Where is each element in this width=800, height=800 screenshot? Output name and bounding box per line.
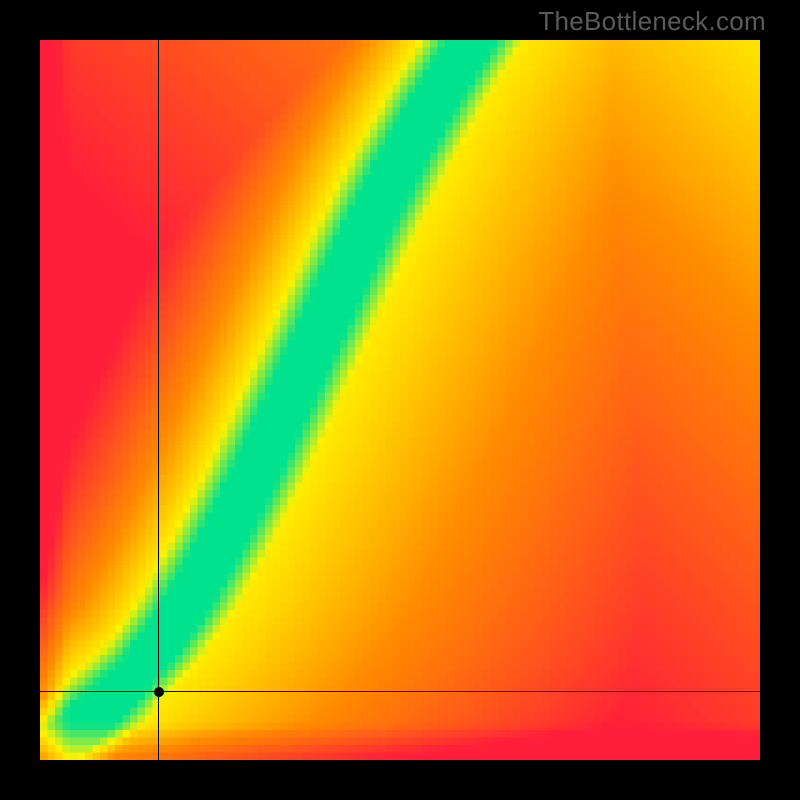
bottleneck-heatmap	[40, 40, 760, 760]
chart-container: { "watermark": { "text": "TheBottleneck.…	[0, 0, 800, 800]
watermark-text: TheBottleneck.com	[538, 6, 766, 37]
crosshair-vertical	[158, 40, 159, 760]
crosshair-horizontal	[40, 691, 760, 692]
crosshair-marker	[154, 687, 164, 697]
